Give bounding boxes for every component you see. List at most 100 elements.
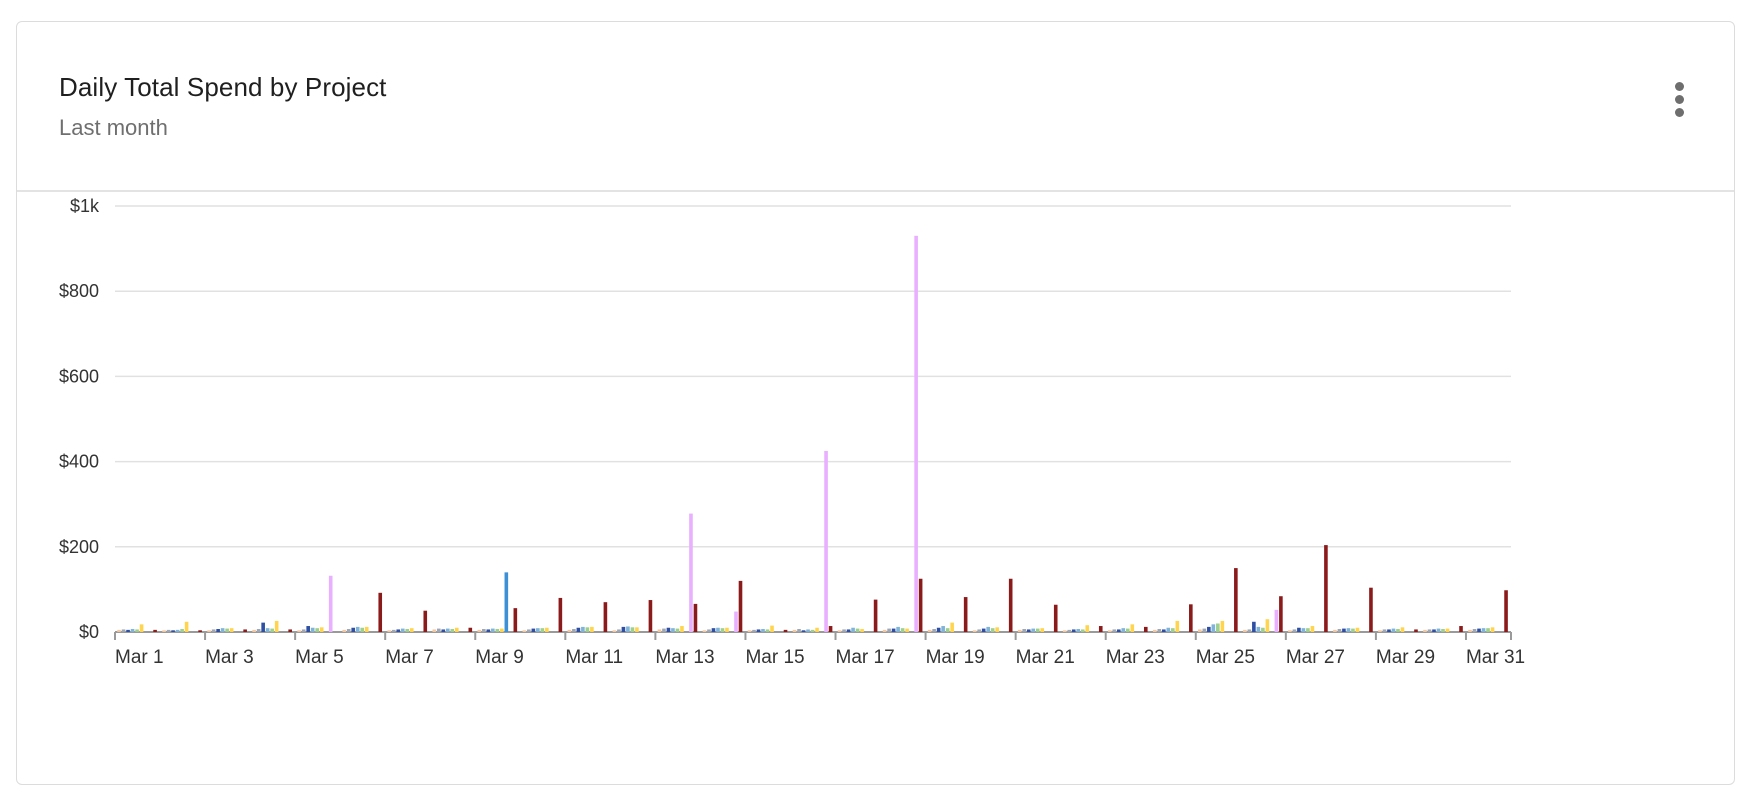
bar[interactable]	[657, 629, 662, 632]
bar[interactable]	[504, 572, 509, 632]
bar[interactable]	[1288, 630, 1292, 632]
bar[interactable]	[873, 599, 878, 632]
bar[interactable]	[1207, 626, 1211, 632]
bar[interactable]	[671, 628, 675, 632]
bar[interactable]	[1220, 620, 1225, 632]
bar[interactable]	[1346, 628, 1351, 632]
bar[interactable]	[572, 629, 576, 632]
bar[interactable]	[738, 580, 743, 632]
bar[interactable]	[1116, 629, 1121, 632]
bar[interactable]	[1432, 629, 1436, 632]
bar[interactable]	[396, 629, 401, 632]
bar[interactable]	[1414, 629, 1418, 632]
bar[interactable]	[846, 629, 851, 632]
bar[interactable]	[387, 630, 392, 632]
bar[interactable]	[1504, 590, 1508, 632]
bar[interactable]	[180, 629, 184, 632]
bar[interactable]	[261, 622, 265, 632]
bar[interactable]	[274, 620, 279, 632]
bar[interactable]	[1351, 628, 1355, 632]
bar[interactable]	[1477, 628, 1481, 632]
bar[interactable]	[1481, 628, 1486, 632]
bar[interactable]	[801, 630, 806, 632]
bar[interactable]	[1252, 621, 1256, 632]
bar[interactable]	[468, 627, 473, 632]
bar[interactable]	[1112, 629, 1117, 632]
bar[interactable]	[306, 626, 310, 632]
bar[interactable]	[1198, 629, 1202, 632]
bar[interactable]	[117, 629, 121, 632]
bar[interactable]	[342, 629, 347, 632]
bar[interactable]	[761, 629, 765, 632]
bar[interactable]	[612, 630, 617, 632]
bar[interactable]	[855, 628, 860, 632]
bar[interactable]	[770, 625, 774, 632]
bar[interactable]	[1171, 628, 1175, 632]
bar[interactable]	[1342, 628, 1346, 632]
bar[interactable]	[675, 628, 680, 632]
bar[interactable]	[1216, 623, 1220, 632]
bar[interactable]	[725, 627, 729, 632]
bar[interactable]	[171, 630, 175, 632]
bar[interactable]	[270, 628, 274, 632]
bar[interactable]	[986, 626, 990, 632]
bar[interactable]	[837, 630, 842, 632]
bar[interactable]	[815, 627, 819, 632]
bar[interactable]	[1085, 625, 1090, 632]
bar[interactable]	[1369, 587, 1373, 632]
bar[interactable]	[882, 629, 887, 632]
bar[interactable]	[1400, 627, 1405, 632]
bar[interactable]	[130, 629, 135, 632]
bar[interactable]	[441, 629, 446, 632]
bar[interactable]	[500, 628, 504, 632]
bar[interactable]	[1130, 624, 1135, 632]
bar[interactable]	[297, 630, 301, 632]
bar[interactable]	[756, 629, 761, 632]
bar[interactable]	[1261, 627, 1265, 632]
bar[interactable]	[1441, 629, 1445, 632]
bar[interactable]	[445, 628, 450, 632]
bar[interactable]	[914, 235, 918, 632]
bar[interactable]	[436, 628, 441, 632]
bar[interactable]	[1234, 568, 1238, 632]
bar[interactable]	[900, 628, 905, 632]
bar[interactable]	[666, 627, 671, 632]
bar[interactable]	[121, 629, 126, 632]
bar[interactable]	[153, 629, 157, 632]
bar[interactable]	[491, 628, 495, 632]
bar[interactable]	[936, 627, 941, 632]
bar[interactable]	[265, 628, 270, 632]
bar[interactable]	[315, 628, 319, 632]
bar[interactable]	[707, 629, 711, 632]
bar[interactable]	[981, 628, 986, 632]
bar[interactable]	[184, 621, 189, 632]
bar[interactable]	[1017, 629, 1022, 632]
bar[interactable]	[1324, 545, 1328, 632]
bar[interactable]	[783, 629, 788, 632]
bar[interactable]	[360, 627, 365, 632]
bar[interactable]	[828, 626, 833, 632]
bar[interactable]	[1189, 604, 1193, 632]
bar[interactable]	[1391, 628, 1396, 632]
bar[interactable]	[752, 629, 756, 632]
bar[interactable]	[1427, 629, 1432, 632]
bar[interactable]	[1459, 626, 1463, 632]
bar[interactable]	[680, 626, 684, 632]
bar[interactable]	[391, 629, 396, 632]
bar[interactable]	[1008, 578, 1013, 632]
bar[interactable]	[527, 629, 531, 632]
bar[interactable]	[806, 629, 810, 632]
bar[interactable]	[319, 627, 324, 632]
bar[interactable]	[1274, 609, 1279, 632]
bar[interactable]	[454, 627, 459, 632]
bar[interactable]	[702, 630, 707, 632]
bar[interactable]	[1333, 629, 1337, 632]
bar[interactable]	[1211, 624, 1216, 632]
bar[interactable]	[450, 629, 455, 632]
bar[interactable]	[950, 622, 954, 632]
bar[interactable]	[720, 628, 725, 632]
bar[interactable]	[1256, 626, 1261, 632]
bar[interactable]	[1310, 626, 1315, 632]
bar[interactable]	[211, 629, 216, 632]
bar[interactable]	[1125, 628, 1130, 632]
